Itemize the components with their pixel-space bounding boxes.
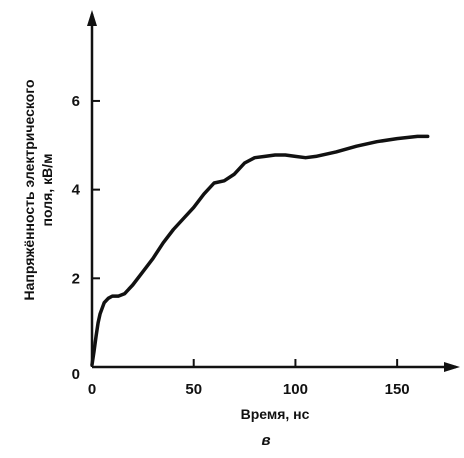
x-tick-label-100: 100: [283, 381, 308, 398]
plot-area: 0 50 100 150 0 2 4 6: [72, 10, 460, 398]
y-axis-arrow: [87, 10, 97, 26]
x-tick-label-0: 0: [88, 381, 96, 398]
y-axis-label-line-2: поля, кВ/м: [39, 154, 55, 227]
y-tick-label-0: 0: [72, 366, 80, 383]
x-axis-label: Время, нс: [241, 406, 310, 422]
y-tick-label-6: 6: [72, 93, 80, 110]
x-tick-label-50: 50: [185, 381, 202, 398]
y-tick-label-2: 2: [72, 270, 80, 287]
series-line-0: [90, 134, 430, 367]
x-axis-arrow: [444, 362, 460, 372]
panel-label: в: [261, 432, 270, 449]
y-axis-label-line-1: Напряжённость электрического: [21, 79, 37, 300]
x-tick-label-150: 150: [385, 381, 410, 398]
y-tick-label-4: 4: [72, 182, 81, 199]
